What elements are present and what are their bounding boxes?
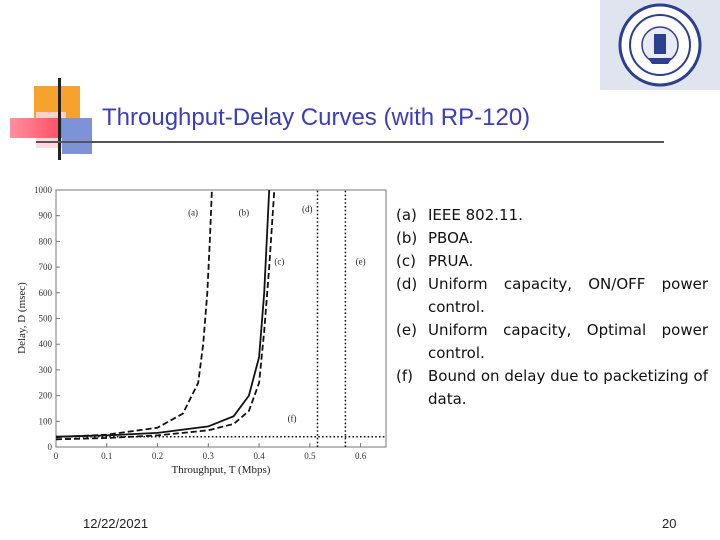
series-line-a xyxy=(55,189,213,439)
y-tick-label: 800 xyxy=(39,236,53,246)
legend-text: PRUA. xyxy=(428,252,474,270)
series-line-c xyxy=(55,189,276,441)
x-tick-label: 0.3 xyxy=(203,451,215,461)
x-tick-label: 0.6 xyxy=(355,451,367,461)
y-tick-label: 900 xyxy=(39,211,53,221)
x-tick-label: 0.5 xyxy=(304,451,316,461)
x-tick-label: 0 xyxy=(54,451,59,461)
throughput-delay-chart: 0 100 200 300 400 500 600 700 800 900 1000 0 0.1 0.2… xyxy=(16,185,387,476)
legend-entry: (c) PRUA. xyxy=(396,250,708,273)
legend-key: (e) xyxy=(396,321,417,339)
legend-text: IEEE 802.11. xyxy=(428,206,523,224)
legend-key: (a) xyxy=(396,206,417,224)
x-tick-label: 0.4 xyxy=(253,451,265,461)
legend-text: Uniform capacity, Optimal power control. xyxy=(428,321,708,362)
page-number: 20 xyxy=(662,516,677,531)
legend-key: (b) xyxy=(396,229,418,247)
series-line-b xyxy=(55,189,271,438)
y-axis-label: Delay, D (msec) xyxy=(16,282,28,354)
slide-title: Throughput-Delay Curves (with RP-120) xyxy=(102,104,531,131)
legend-entry: (f) Bound on delay due to packetizing of … xyxy=(396,365,708,411)
y-tick-label: 600 xyxy=(39,288,53,298)
decor-blue-square xyxy=(62,118,92,154)
decor-red-bar xyxy=(10,118,62,138)
decor-vertical-line xyxy=(58,78,61,160)
series-annotation: (c) xyxy=(274,257,284,267)
university-seal-icon xyxy=(600,0,720,90)
legend-entry: (a) IEEE 802.11. xyxy=(396,204,708,227)
series-annotation: (d) xyxy=(302,204,313,214)
legend-text: PBOA. xyxy=(428,229,474,247)
legend-entry: (e) Uniform capacity, Optimal power contr… xyxy=(396,319,708,365)
y-tick-label: 500 xyxy=(39,314,53,324)
x-tick-label: 0.1 xyxy=(101,451,112,461)
y-tick-label: 300 xyxy=(39,365,53,375)
series-layer xyxy=(55,189,386,447)
y-tick-label: 200 xyxy=(39,391,53,401)
legend-entry: (b) PBOA. xyxy=(396,227,708,250)
plot-frame xyxy=(55,189,387,448)
legend-text: Uniform capacity, ON/OFF power control. xyxy=(428,275,708,316)
series-annotation: (a) xyxy=(188,208,198,218)
y-axis: 0 100 200 300 400 500 600 700 800 900 1000 xyxy=(34,185,60,452)
y-tick-label: 0 xyxy=(48,442,53,452)
legend-entry: (d) Uniform capacity, ON/OFF power contro… xyxy=(396,273,708,319)
x-tick-label: 0.2 xyxy=(152,451,163,461)
series-annotation: (e) xyxy=(356,257,366,267)
y-tick-label: 100 xyxy=(39,416,53,426)
legend: (a) IEEE 802.11. (b) PBOA. (c) PRUA. (d) Unifor… xyxy=(396,204,708,411)
legend-key: (c) xyxy=(396,252,416,270)
legend-key: (d) xyxy=(396,275,418,293)
y-tick-label: 400 xyxy=(39,339,53,349)
annotations-layer: (a) (b) (d) (c) (e) (f) xyxy=(188,204,366,423)
series-annotation: (f) xyxy=(288,413,297,423)
x-axis-label: Throughput, T (Mbps) xyxy=(172,464,271,476)
footer-date: 12/22/2021 xyxy=(83,516,149,531)
legend-key: (f) xyxy=(396,367,413,385)
y-tick-label: 700 xyxy=(39,262,53,272)
title-underline xyxy=(36,141,664,143)
x-axis: 0 0.1 0.2 0.3 0.4 0.5 0.6 xyxy=(54,443,367,461)
y-tick-label: 1000 xyxy=(34,185,53,195)
legend-text: Bound on delay due to packetizing of dat… xyxy=(428,367,708,408)
series-annotation: (b) xyxy=(239,208,250,218)
